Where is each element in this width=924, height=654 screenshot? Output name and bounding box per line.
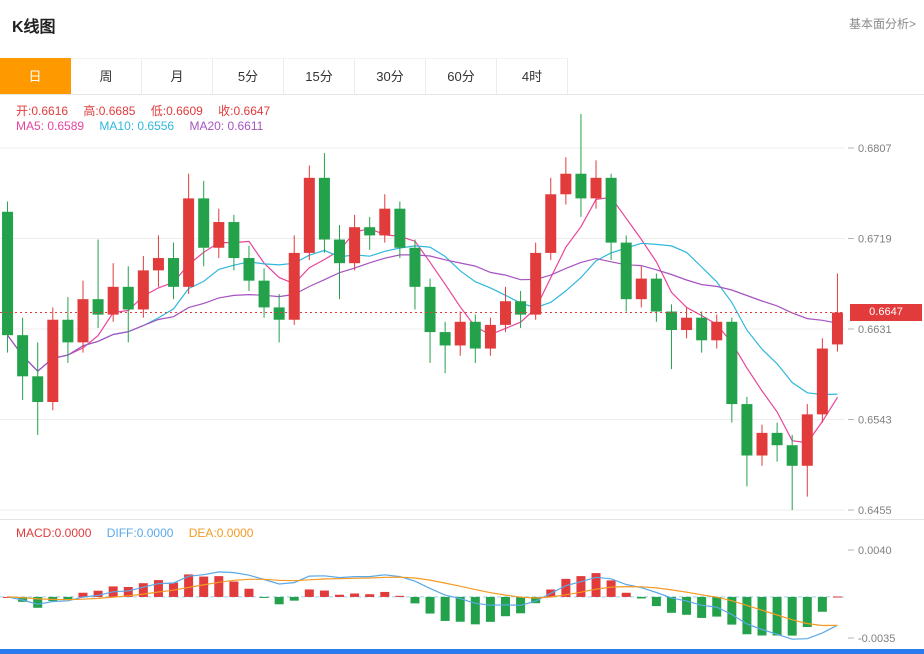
macd-axis-label: -0.0035 — [858, 633, 895, 645]
ma5-legend: MA5: 0.6589 — [16, 119, 85, 133]
tab-5min[interactable]: 5分 — [213, 58, 284, 94]
y-axis-label: 0.6543 — [858, 415, 892, 427]
ma10-legend: MA10: 0.6556 — [99, 119, 175, 133]
macd-legend: MACD:0.0000 DIFF:0.0000 DEA:0.0000 — [16, 526, 265, 540]
ma10-line — [7, 242, 838, 396]
ma20-line — [7, 254, 838, 373]
diff-value-legend: DIFF:0.0000 — [106, 526, 174, 540]
y-axis-label: 0.6719 — [858, 234, 892, 246]
ohlc-legend: 开:0.6616 高:0.6685 低:0.6609 收:0.6647 — [16, 102, 282, 119]
tab-30min[interactable]: 30分 — [355, 58, 426, 94]
main-chart-panel: 0.6807 0.6719 0.6631 0.6543 0.6455 开:0.6616 … — [0, 95, 924, 519]
ma-legend: MA5: 0.6589 MA10: 0.6556 MA20: 0.6611 — [16, 119, 275, 133]
high-legend: 高:0.6685 — [83, 104, 136, 118]
y-axis-label: 0.6807 — [858, 143, 892, 155]
tab-day[interactable]: 日 — [0, 58, 71, 94]
open-legend: 开:0.6616 — [16, 104, 69, 118]
close-legend: 收:0.6647 — [218, 104, 271, 118]
dea-value-legend: DEA:0.0000 — [188, 526, 254, 540]
macd-value-legend: MACD:0.0000 — [16, 526, 92, 540]
period-tabs: 日周月 5分 15分 30分 60分 4时 — [0, 58, 924, 95]
y-axis-label: 0.6631 — [858, 324, 892, 336]
bottom-accent-bar — [0, 649, 924, 654]
tab-60min[interactable]: 60分 — [426, 58, 497, 94]
macd-axis-label: 0.0040 — [858, 545, 892, 557]
macd-chart[interactable]: 0.0040 -0.0035 — [0, 520, 924, 647]
diff-line — [7, 571, 838, 640]
tab-week[interactable]: 周 — [71, 58, 142, 94]
low-legend: 低:0.6609 — [150, 104, 203, 118]
fundamental-analysis-link[interactable]: 基本面分析> — [848, 17, 916, 31]
tab-4hour[interactable]: 4时 — [497, 58, 568, 94]
y-axis-label: 0.6455 — [858, 505, 892, 517]
dea-line — [7, 576, 838, 627]
ma5-line — [7, 196, 839, 444]
page-title: K线图 — [12, 19, 56, 36]
macd-panel: 0.0040 -0.0035 MACD:0.0000 DIFF:0.0000 DE… — [0, 519, 924, 648]
current-price-tag: 0.6647 — [850, 304, 922, 321]
tab-15min[interactable]: 15分 — [284, 58, 355, 94]
tab-month[interactable]: 月 — [142, 58, 213, 94]
header: K线图 基本面分析> — [0, 0, 924, 58]
candlestick-chart[interactable]: 0.6807 0.6719 0.6631 0.6543 0.6455 — [0, 95, 924, 519]
ma20-legend: MA20: 0.6611 — [189, 119, 264, 133]
